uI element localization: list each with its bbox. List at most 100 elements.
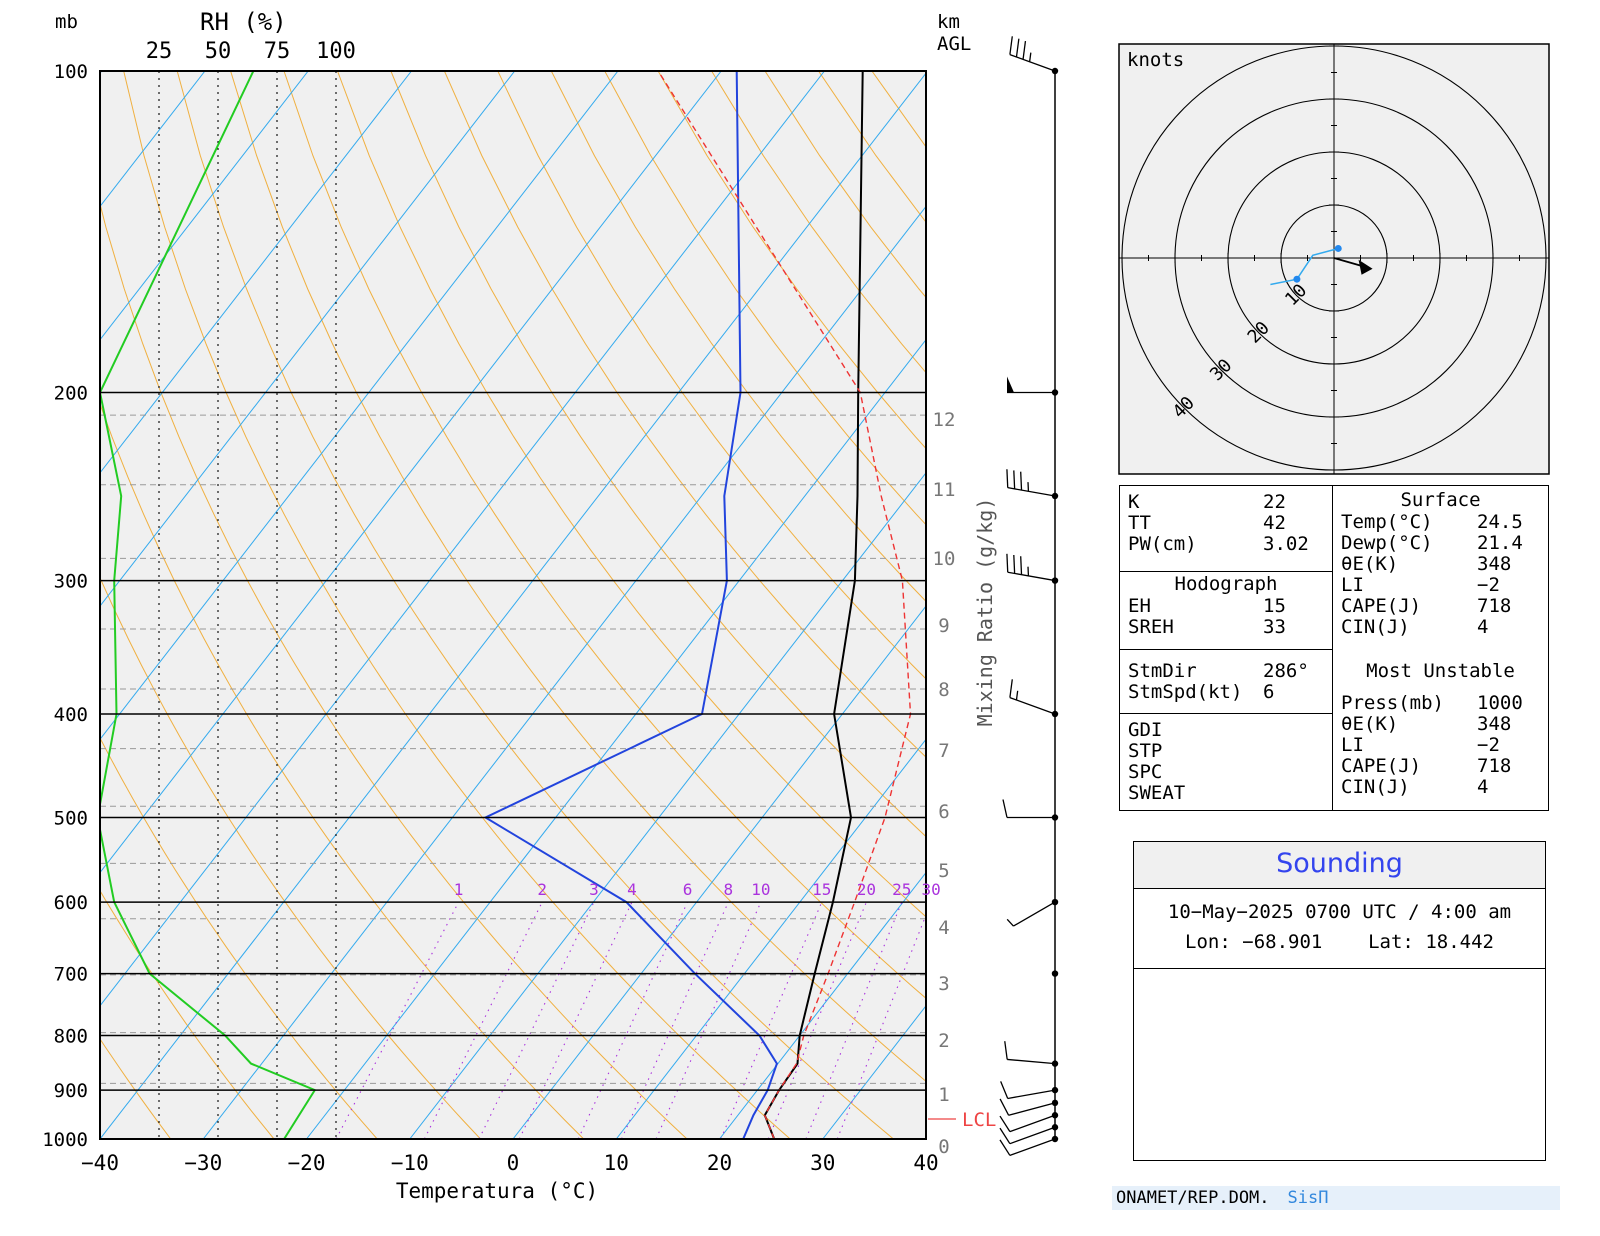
height-tick-label: 2: [938, 1030, 949, 1052]
wind-barb: [999, 1135, 1059, 1157]
wind-barb-staff: [1008, 1102, 1056, 1116]
rh-tick-label: 50: [205, 39, 232, 64]
index-tt: TT 42: [1128, 512, 1286, 534]
dry-adiabat: [176, 71, 894, 1139]
dry-adiabat: [123, 71, 791, 1139]
mixing-ratio-tick-label: 10: [751, 880, 770, 899]
pressure-tick-label: 200: [54, 383, 88, 405]
wind-barb-feather: [999, 1098, 1010, 1116]
pressure-tick-label: 600: [54, 892, 88, 914]
rh-profile: [100, 71, 317, 1139]
dry-adiabat: [100, 737, 378, 1139]
isotherm: [719, 871, 926, 1139]
wind-barb-half-feather: [1006, 918, 1014, 927]
mu-li: LI −2: [1341, 734, 1500, 756]
index-gdi: GDI: [1128, 719, 1163, 741]
temperature-tick-label: 0: [507, 1151, 520, 1175]
wind-barb: [1009, 36, 1059, 75]
hodograph-point: [1334, 244, 1342, 252]
wind-barb-feather: [1015, 38, 1020, 58]
sounding-location: Lon: −68.901 Lat: 18.442: [1185, 931, 1494, 953]
surface-cape: CAPE(J) 718: [1341, 595, 1512, 617]
mixing-ratio-tick-label: 8: [724, 880, 734, 899]
sounding-title: Sounding: [1134, 842, 1545, 889]
footer-brand: SisΠ: [1287, 1188, 1329, 1208]
hodograph-section-header: Hodograph: [1174, 573, 1278, 595]
wind-barb-staff: [1009, 53, 1056, 72]
mixing-ratio-tick-label: 1: [454, 880, 464, 899]
temperature-tick-label: 20: [707, 1151, 732, 1175]
dry-adiabat: [230, 71, 926, 1082]
dry-adiabat: [100, 889, 275, 1139]
isotherm: [100, 71, 722, 874]
pressure-tick-label: 1000: [42, 1129, 88, 1151]
dry-adiabat: [550, 71, 926, 603]
mixing-ratio-tick-label: 30: [922, 880, 941, 899]
surface-temp: Temp(°C) 24.5: [1341, 511, 1523, 533]
isotherm: [409, 472, 926, 1139]
mu-thetae: θE(K) 348: [1341, 713, 1512, 735]
mixing-ratio-line: [655, 901, 762, 1139]
dry-adiabat: [337, 71, 926, 918]
surface-dewp: Dewp(°C) 21.4: [1341, 532, 1523, 554]
wind-barb: [999, 1124, 1059, 1145]
index-stp: STP: [1128, 740, 1163, 762]
plot-frame: [99, 70, 927, 1140]
sounding-lon: −68.901: [1242, 931, 1323, 953]
mixing-ratio-tick-label: 4: [627, 880, 637, 899]
wind-barb-feather: [1020, 556, 1023, 575]
height-tick-label: 7: [938, 740, 949, 762]
isotherm: [202, 205, 926, 1139]
mixing-ratio-tick-label: 15: [812, 880, 831, 899]
temperature-tick-label: 10: [604, 1151, 629, 1175]
wind-barb-feather: [999, 1115, 1011, 1132]
wind-barb-feather: [1000, 1081, 1009, 1099]
height-tick-label: 3: [938, 973, 949, 995]
wind-barb-feather: [999, 1127, 1011, 1145]
mixing-ratio-tick-label: 6: [683, 880, 693, 899]
index-spc: SPC: [1128, 761, 1163, 783]
pressure-tick-label: 900: [54, 1080, 88, 1102]
mixing-ratio-tick-label: 3: [589, 880, 599, 899]
wind-barb-staff: [1009, 1126, 1056, 1145]
wind-barb-feather: [1006, 553, 1009, 573]
height-tick-label: 12: [933, 409, 956, 431]
index-eh: EH 15: [1128, 595, 1286, 617]
wind-barb-dot: [1051, 970, 1059, 977]
index-pw: PW(cm) 3.02: [1128, 533, 1309, 555]
hodograph-trace: [1270, 247, 1339, 286]
mixing-ratio-line: [518, 901, 633, 1139]
rh-tick-label: 100: [316, 39, 356, 64]
pressure-tick-label: 500: [54, 807, 88, 829]
height-unit: km: [937, 11, 960, 33]
mu-press: Press(mb) 1000: [1341, 692, 1523, 714]
wind-barb-staff: [1007, 571, 1056, 582]
wind-barb-feather: [1004, 1041, 1008, 1060]
surface-cin: CIN(J) 4: [1341, 616, 1489, 638]
pressure-tick-label: 800: [54, 1026, 88, 1048]
hodograph-point: [1293, 275, 1301, 283]
rh-tick-label: 25: [146, 39, 173, 64]
height-unit-agl: AGL: [937, 33, 971, 55]
index-stmdir: StmDir 286°: [1128, 660, 1309, 682]
pressure-tick-label: 300: [54, 571, 88, 593]
wind-barb-feather: [1009, 36, 1013, 55]
mixing-ratio-tick-label: 2: [537, 880, 547, 899]
dry-adiabat: [604, 71, 926, 526]
dry-adiabat: [100, 201, 688, 1139]
most-unstable-section-header: Most Unstable: [1366, 660, 1515, 682]
sounding-lat: 18.442: [1425, 931, 1494, 953]
height-tick-label: 10: [933, 548, 956, 570]
dry-adiabat: [100, 576, 481, 1139]
height-tick-label: 9: [938, 615, 949, 637]
wind-barb-staff: [1009, 1114, 1056, 1133]
surface-thetae: θE(K) 348: [1341, 553, 1512, 575]
wind-barb-half-feather: [1015, 690, 1019, 701]
dry-adiabat: [497, 71, 926, 680]
pressure-tick-label: 100: [54, 61, 88, 83]
height-tick-label: 8: [938, 679, 949, 701]
mu-cin: CIN(J) 4: [1341, 776, 1489, 798]
wind-barb-feather: [999, 1139, 1011, 1156]
wind-barb-feather: [1009, 679, 1013, 698]
